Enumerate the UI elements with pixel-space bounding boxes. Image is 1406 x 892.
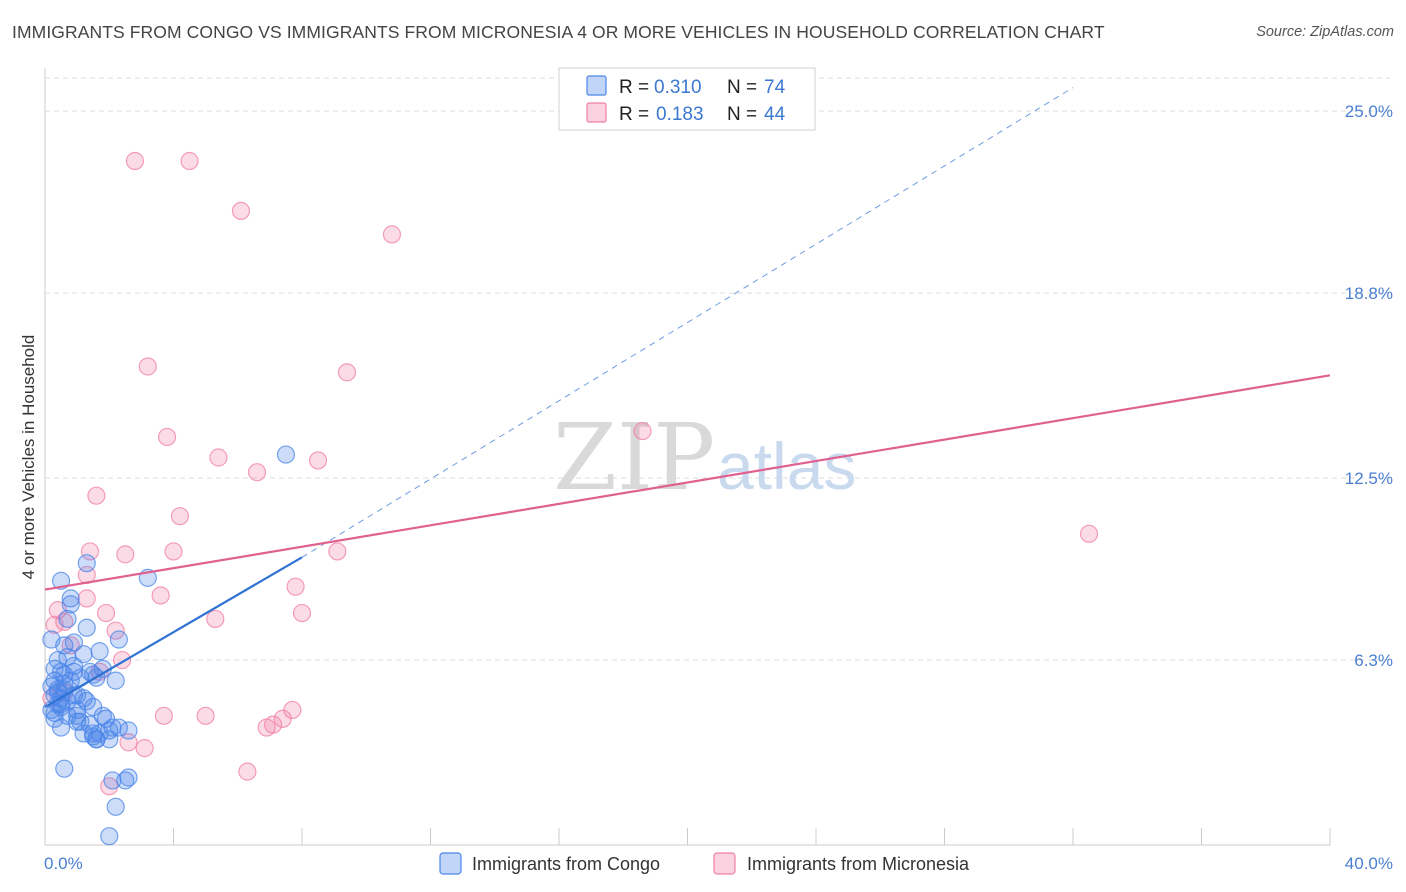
chart-title: IMMIGRANTS FROM CONGO VS IMMIGRANTS FROM…	[12, 22, 1105, 42]
x-tick-labels: 0.0% 40.0%	[44, 854, 1393, 873]
y-tick-labels: 6.3% 12.5% 18.8% 25.0%	[1345, 102, 1393, 670]
micronesia-point	[292, 603, 312, 623]
micronesia-point	[382, 225, 402, 244]
micronesia-point	[247, 463, 267, 482]
series-legend: Immigrants from Congo Immigrants from Mi…	[439, 852, 970, 875]
micronesia-point	[209, 448, 228, 467]
micronesia-point	[154, 706, 173, 725]
micronesia-swatch	[586, 102, 607, 123]
micronesia-point	[80, 542, 100, 561]
congo-point	[51, 571, 71, 590]
congo-point	[61, 595, 80, 614]
micronesia-point	[273, 709, 292, 728]
micronesia-point	[116, 545, 135, 564]
micronesia-point	[87, 486, 106, 505]
micronesia-point	[61, 636, 80, 655]
n-label: N =	[727, 77, 757, 98]
micronesia-point	[135, 739, 154, 758]
y-tick-label: 18.8%	[1345, 284, 1393, 303]
micronesia-point	[96, 603, 116, 623]
congo-points	[42, 445, 296, 846]
micronesia-r-value: 0.183	[656, 104, 704, 125]
trend-lines	[44, 87, 1331, 708]
r-label: R =	[619, 104, 649, 125]
micronesia-point	[337, 363, 357, 382]
legend-congo-label: Immigrants from Congo	[472, 854, 660, 874]
micronesia-point	[138, 357, 157, 376]
watermark: ZIP atlas	[553, 404, 856, 511]
congo-point	[77, 618, 96, 637]
micronesia-point	[238, 762, 257, 781]
watermark-zip: ZIP	[553, 404, 715, 511]
micronesia-point	[257, 718, 276, 737]
congo-point	[119, 721, 138, 740]
micronesia-point	[308, 451, 328, 470]
micronesia-point	[231, 201, 251, 221]
y-tick-label: 12.5%	[1345, 469, 1393, 488]
congo-point	[119, 768, 138, 787]
micronesia-point	[100, 777, 119, 796]
congo-point	[68, 712, 87, 731]
micronesia-point	[77, 589, 96, 608]
congo-point	[109, 630, 128, 649]
congo-point	[42, 677, 61, 696]
gridlines	[45, 77, 1390, 661]
congo-point	[87, 730, 106, 749]
congo-point	[116, 771, 135, 790]
congo-point	[106, 671, 125, 690]
y-tick-label: 25.0%	[1345, 102, 1393, 121]
congo-r-value: 0.310	[654, 77, 702, 98]
congo-trend-line	[44, 556, 303, 708]
congo-point	[74, 689, 93, 708]
legend-congo-swatch	[439, 852, 462, 875]
micronesia-point	[125, 151, 145, 171]
x-tick-label: 40.0%	[1345, 854, 1393, 873]
micronesia-point	[151, 586, 170, 605]
congo-point	[61, 671, 80, 690]
micronesia-point	[180, 151, 199, 171]
micronesia-point	[196, 706, 215, 725]
congo-point	[106, 797, 125, 816]
stats-box	[558, 67, 816, 131]
congo-point	[276, 445, 296, 464]
congo-swatch	[586, 75, 607, 96]
micronesia-n-value: 44	[764, 104, 786, 125]
legend-micronesia-swatch	[713, 852, 736, 875]
x-tick-label: 0.0%	[44, 854, 83, 873]
micronesia-point	[1079, 524, 1099, 543]
congo-point	[58, 609, 77, 629]
stats-legend: R = 0.310 N = 74 R = 0.183 N = 44	[558, 67, 816, 131]
micronesia-points	[42, 151, 1099, 796]
r-label: R =	[619, 77, 649, 98]
n-label: N =	[727, 104, 757, 125]
micronesia-point	[206, 609, 225, 629]
congo-n-value: 74	[764, 77, 786, 98]
y-axis-label: 4 or more Vehicles in Household	[19, 335, 38, 580]
micronesia-trend-line	[44, 374, 1331, 591]
congo-point	[55, 636, 74, 655]
congo-point	[93, 706, 112, 725]
micronesia-point	[170, 507, 190, 526]
congo-point	[61, 589, 80, 608]
congo-trend-extension	[301, 87, 1074, 558]
congo-point	[77, 554, 96, 573]
micronesia-point	[164, 542, 183, 561]
micronesia-point	[633, 421, 652, 441]
y-tick-label: 6.3%	[1354, 651, 1393, 670]
congo-point	[100, 827, 119, 846]
micronesia-point	[286, 577, 305, 596]
legend-micronesia-label: Immigrants from Micronesia	[747, 854, 970, 874]
congo-point	[77, 692, 96, 711]
congo-point	[90, 724, 109, 743]
congo-point	[68, 706, 87, 725]
micronesia-point	[328, 542, 347, 561]
micronesia-point	[157, 427, 177, 447]
chart-source: Source: ZipAtlas.com	[1256, 24, 1394, 40]
congo-point	[55, 759, 74, 778]
congo-point	[90, 642, 109, 661]
